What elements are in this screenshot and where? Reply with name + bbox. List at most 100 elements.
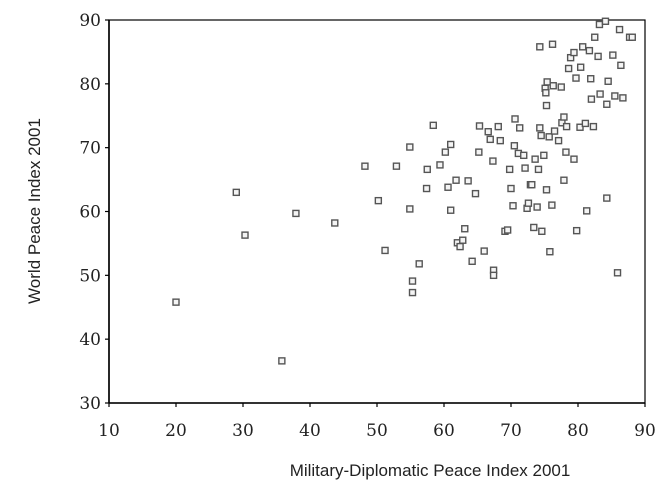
data-point [468,257,476,265]
data-point [408,288,417,297]
data-point [489,157,497,165]
y-tick-label: 70 [79,139,101,159]
data-point [489,271,498,280]
data-point [604,77,612,85]
data-point [521,164,529,172]
data-point [591,33,599,41]
data-point [572,74,580,82]
x-tick-label: 40 [299,421,321,441]
data-point [456,242,464,251]
data-point [406,143,414,151]
data-point [374,196,383,205]
data-point [464,177,472,185]
data-point [583,207,591,215]
data-point [533,203,541,211]
data-point [486,135,494,144]
data-point [603,100,611,108]
data-point [447,206,455,214]
data-point [507,184,515,193]
axis-ticks: 10 20 30 40 50 60 70 80 90 30 40 50 60 70 80 90 [79,11,655,441]
data-point [475,122,484,130]
x-tick-label: 30 [232,421,254,441]
data-point [609,51,617,59]
data-point [581,119,590,128]
data-point [331,219,339,227]
data-point [585,46,594,55]
data-point [534,165,543,174]
y-axis-title: World Peace Index 2001 [25,118,44,304]
data-point [484,128,492,136]
data-point [550,127,559,135]
data-point [471,189,480,198]
x-tick-label: 10 [98,421,120,441]
y-tick-label: 80 [79,75,101,95]
data-point [576,123,584,131]
data-point [516,124,524,132]
data-point [594,52,602,61]
data-point [436,161,444,169]
x-tick-label: 20 [165,421,187,441]
data-point [542,89,550,97]
x-tick-label: 70 [500,421,522,441]
data-point [510,142,519,150]
data-point [530,223,538,232]
data-point [278,357,286,365]
data-point [560,113,568,121]
data-point [617,61,625,70]
data-point [422,184,431,193]
data-point [570,155,578,163]
data-point [408,277,417,285]
data-point [545,133,553,141]
data-point [554,136,563,145]
data-point [603,194,611,202]
data-point [494,122,502,131]
data-point [503,226,512,234]
x-tick-label: 90 [634,421,655,441]
data-point [564,64,573,73]
data-point [578,43,587,51]
plot-frame [108,19,646,404]
data-point [557,83,565,91]
data-point [615,25,624,34]
data-point [596,90,604,98]
data-point [540,151,548,160]
data-point [572,226,581,235]
data-point [536,124,544,132]
data-point [536,43,544,51]
data-point [548,201,556,209]
data-point [542,101,551,110]
data-point [520,151,528,160]
y-tick-label: 50 [79,266,101,286]
data-point [241,231,249,239]
data-point [292,209,300,218]
data-point [595,20,604,29]
y-tick-label: 60 [79,203,101,223]
data-point [601,17,610,25]
data-point [531,155,539,163]
data-point [538,227,546,235]
x-tick-label: 80 [567,421,589,441]
data-point [542,186,551,194]
data-point [576,63,585,71]
data-point [528,180,536,189]
data-point [444,183,452,191]
data-point [619,94,627,102]
data-point [524,199,533,207]
data-point [461,225,469,233]
data-point [546,248,554,256]
data-point [560,176,568,184]
x-tick-label: 60 [433,421,455,441]
data-point [415,260,423,268]
data-point [172,298,180,306]
data-point [392,162,401,170]
x-axis-title: Military-Diplomatic Peace Index 2001 [290,461,571,480]
data-points [172,17,636,365]
data-point [429,121,437,130]
data-point [505,165,514,174]
data-point [562,148,570,156]
data-point [611,92,619,100]
data-point [232,188,241,197]
data-point [441,148,450,156]
data-point [570,48,578,57]
